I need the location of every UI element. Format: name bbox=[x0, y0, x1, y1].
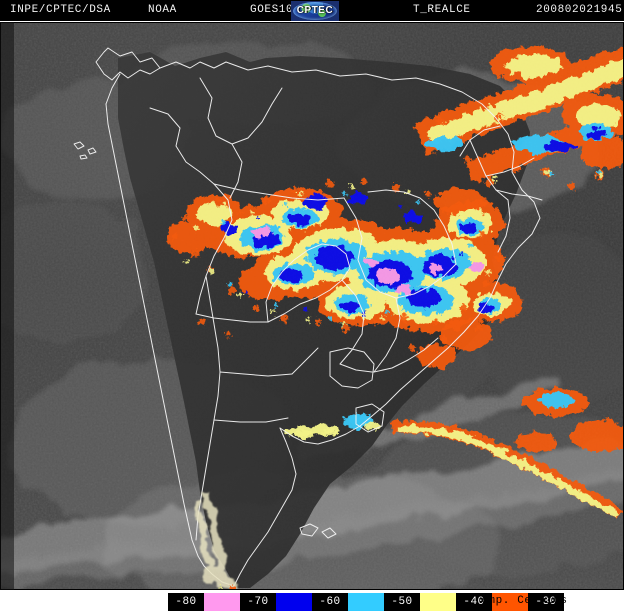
header-satellite: GOES10 bbox=[250, 4, 294, 16]
header-institution: INPE/CPTEC/DSA bbox=[10, 4, 111, 16]
enhanced-infrared-satellite-image bbox=[0, 22, 624, 590]
globe-icon bbox=[293, 2, 337, 20]
temperature-color-scale: -80 -70 -60 -50 -40 -30 bbox=[168, 593, 564, 611]
legend-label-minus30: -30 bbox=[528, 593, 564, 611]
legend-panel: -80 -70 -60 -50 -40 -30 Temp. Celsius bbox=[0, 590, 624, 614]
legend-swatch-7 bbox=[420, 593, 456, 611]
legend-label-minus50: -50 bbox=[384, 593, 420, 611]
header-timestamp: 200802021945 bbox=[536, 4, 623, 16]
satellite-image-canvas bbox=[0, 22, 624, 590]
cptec-globe-logo: CPTEC bbox=[291, 1, 339, 21]
legend-label-minus40: -40 bbox=[456, 593, 492, 611]
legend-label-minus60: -60 bbox=[312, 593, 348, 611]
legend-label-minus80: -80 bbox=[168, 593, 204, 611]
header-divider bbox=[0, 21, 624, 22]
legend-swatch-5 bbox=[348, 593, 384, 611]
header-agency: NOAA bbox=[148, 4, 177, 16]
legend-swatch-1 bbox=[204, 593, 240, 611]
legend-label-minus70: -70 bbox=[240, 593, 276, 611]
image-header-bar: INPE/CPTEC/DSA NOAA GOES10 CPTEC T_REALC… bbox=[0, 0, 624, 22]
cptec-logo-label: CPTEC bbox=[296, 5, 334, 16]
legend-swatch-3 bbox=[276, 593, 312, 611]
legend-swatch-9 bbox=[492, 593, 528, 611]
header-product: T_REALCE bbox=[413, 4, 471, 16]
legend-title: Temp. Celsius bbox=[474, 595, 568, 607]
